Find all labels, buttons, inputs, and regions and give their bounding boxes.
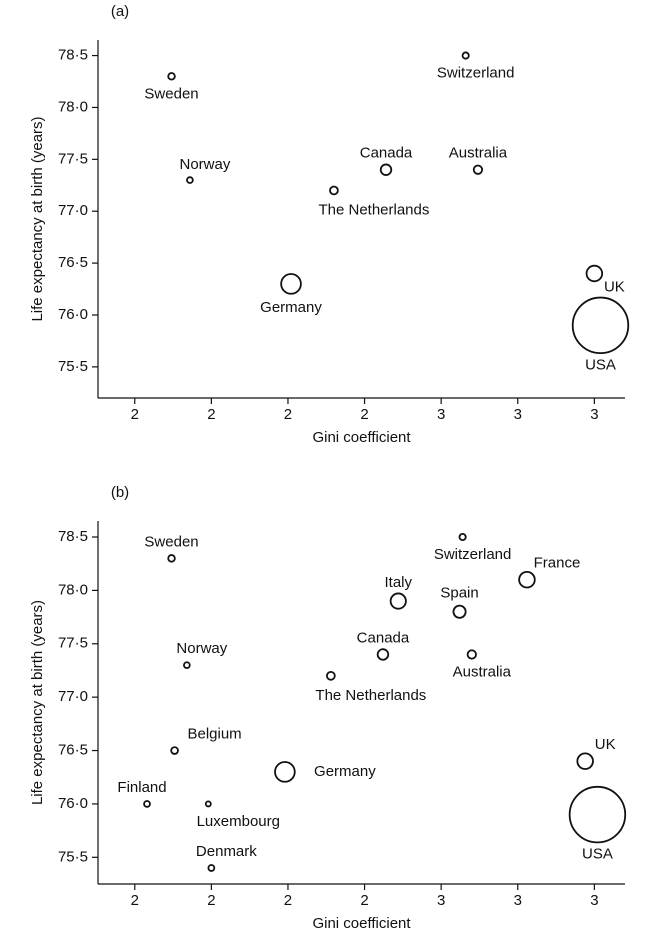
point-label: Italy: [385, 574, 413, 591]
bubble: [207, 864, 216, 872]
x-tick-label: 3: [590, 892, 598, 909]
y-tick-label: 78·0: [58, 581, 88, 598]
point-label: UK: [604, 278, 625, 295]
y-tick-label: 78·5: [58, 47, 88, 64]
x-tick-label: 2: [284, 892, 292, 909]
x-tick-label: 2: [360, 406, 368, 423]
bubble: [280, 273, 302, 295]
point-label: Spain: [440, 585, 478, 602]
point-label: USA: [585, 356, 616, 373]
point-label: Switzerland: [434, 546, 512, 563]
point-label: Sweden: [144, 533, 198, 550]
bubble: [379, 163, 393, 176]
bubble: [329, 185, 339, 196]
point-label: Australia: [453, 663, 512, 680]
x-tick-label: 3: [514, 892, 522, 909]
bubble: [466, 649, 477, 660]
x-tick-label: 3: [590, 406, 598, 423]
y-tick-label: 77·5: [58, 635, 88, 652]
bubble: [183, 661, 191, 669]
point-label: Canada: [357, 629, 410, 646]
bubble: [167, 72, 176, 81]
x-axis-label: Gini coefficient: [312, 429, 411, 446]
x-tick-label: 2: [131, 406, 139, 423]
bubble: [568, 785, 627, 844]
bubble: [571, 296, 630, 355]
x-tick-label: 2: [360, 892, 368, 909]
point-label: Finland: [117, 779, 166, 796]
y-axis-label: Life expectancy at birth (years): [29, 600, 46, 805]
bubble: [452, 604, 467, 619]
point-label: Switzerland: [437, 65, 515, 82]
x-tick-label: 3: [514, 406, 522, 423]
point-label: Australia: [449, 145, 508, 162]
bubble: [472, 164, 484, 175]
y-tick-label: 76·0: [58, 795, 88, 812]
y-tick-label: 77·5: [58, 150, 88, 167]
point-label: Denmark: [196, 843, 257, 860]
point-label: UK: [595, 736, 616, 753]
panel-label: (a): [111, 3, 129, 20]
bubble: [461, 51, 470, 60]
x-tick-label: 2: [207, 892, 215, 909]
point-label: Luxembourg: [197, 813, 280, 830]
y-tick-label: 75·5: [58, 848, 88, 865]
bubble: [326, 670, 336, 681]
y-tick-label: 78·0: [58, 98, 88, 115]
bubble: [585, 264, 604, 283]
bubble: [576, 752, 594, 770]
bubble: [274, 761, 296, 783]
y-tick-label: 76·0: [58, 306, 88, 323]
y-tick-label: 77·0: [58, 688, 88, 705]
x-tick-label: 3: [437, 406, 445, 423]
point-label: Norway: [176, 640, 227, 657]
x-tick-label: 3: [437, 892, 445, 909]
bubble: [204, 800, 212, 808]
x-tick-label: 2: [131, 892, 139, 909]
y-tick-label: 75·5: [58, 358, 88, 375]
x-tick-label: 2: [284, 406, 292, 423]
bubble: [458, 532, 467, 542]
point-label: Norway: [179, 156, 230, 173]
bubble: [186, 176, 194, 184]
bubble: [167, 554, 176, 563]
y-tick-label: 77·0: [58, 202, 88, 219]
bubble: [143, 800, 151, 808]
bubble: [389, 592, 407, 610]
point-label: Sweden: [144, 85, 198, 102]
panel-label: (b): [111, 484, 129, 501]
point-label: Germany: [260, 299, 322, 316]
x-axis-label: Gini coefficient: [312, 915, 411, 932]
y-axis-label: Life expectancy at birth (years): [29, 116, 46, 321]
point-label: USA: [582, 846, 613, 863]
bubble: [518, 571, 536, 589]
point-label: France: [534, 555, 581, 572]
y-tick-label: 78·5: [58, 528, 88, 545]
y-tick-label: 76·5: [58, 742, 88, 759]
point-label: The Netherlands: [315, 687, 426, 704]
bubble: [376, 648, 390, 661]
x-tick-label: 2: [207, 406, 215, 423]
point-label: The Netherlands: [318, 201, 429, 218]
point-label: Belgium: [187, 726, 241, 743]
y-tick-label: 76·5: [58, 254, 88, 271]
bubble: [170, 746, 179, 755]
point-label: Canada: [360, 145, 413, 162]
point-label: Germany: [314, 763, 376, 780]
